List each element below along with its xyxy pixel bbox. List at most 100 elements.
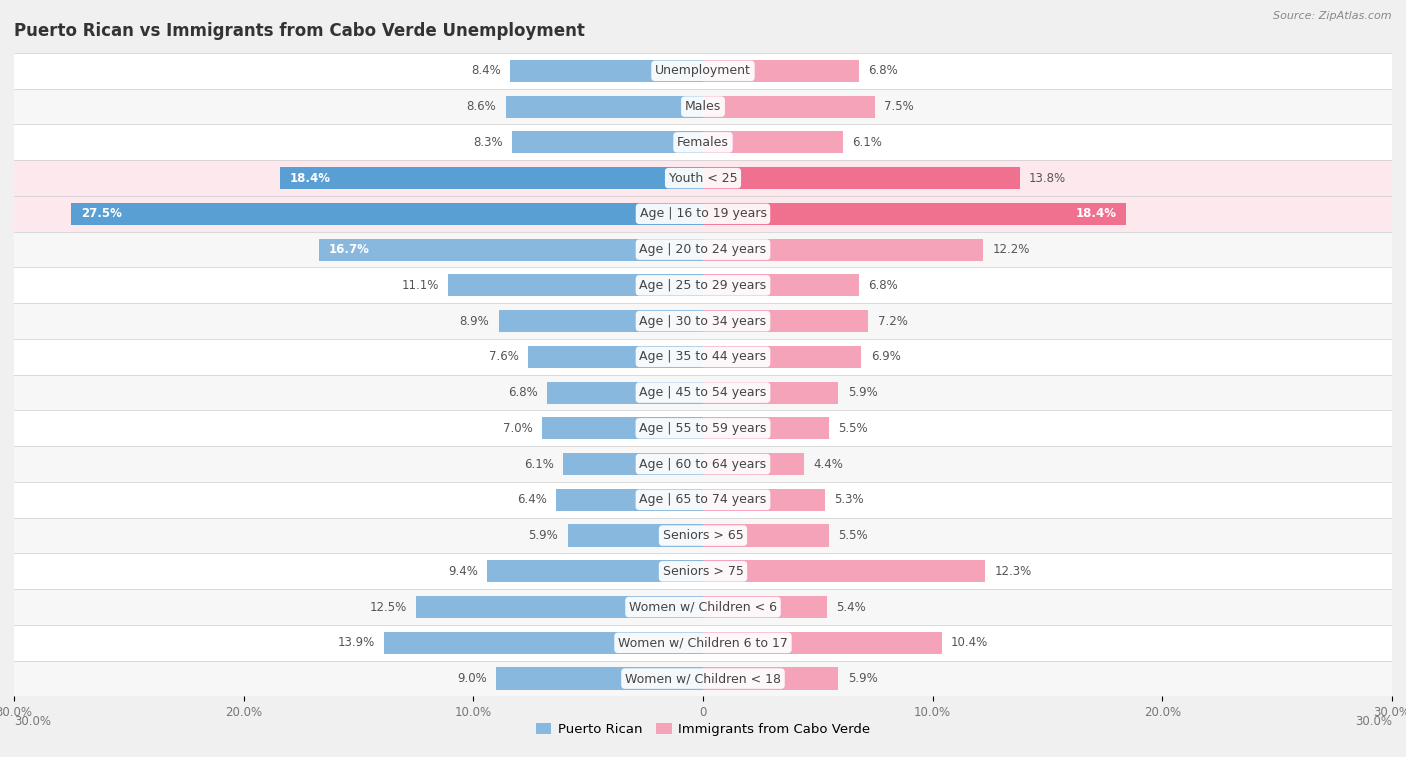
Bar (703, 95, 875, 117)
Bar (703, 60, 859, 82)
Bar (562, 453, 703, 475)
Text: Females: Females (678, 136, 728, 149)
Bar (512, 131, 703, 154)
Bar (510, 60, 703, 82)
Bar (496, 668, 703, 690)
Text: 8.4%: 8.4% (471, 64, 501, 77)
Text: 5.9%: 5.9% (848, 386, 877, 399)
Text: 10.4%: 10.4% (950, 637, 988, 650)
Bar (486, 560, 703, 582)
Text: Age | 16 to 19 years: Age | 16 to 19 years (640, 207, 766, 220)
Text: 11.1%: 11.1% (402, 279, 439, 292)
Bar (14, 375, 1392, 410)
Bar (280, 167, 703, 189)
Text: 5.5%: 5.5% (838, 422, 868, 435)
Text: 9.4%: 9.4% (449, 565, 478, 578)
Text: 12.5%: 12.5% (370, 600, 406, 614)
Bar (703, 167, 1019, 189)
Text: Age | 55 to 59 years: Age | 55 to 59 years (640, 422, 766, 435)
Text: 5.5%: 5.5% (838, 529, 868, 542)
Text: 18.4%: 18.4% (290, 172, 330, 185)
Text: 13.9%: 13.9% (337, 637, 374, 650)
Bar (14, 446, 1392, 482)
Text: 4.4%: 4.4% (813, 457, 844, 471)
Text: Age | 60 to 64 years: Age | 60 to 64 years (640, 457, 766, 471)
Text: 6.1%: 6.1% (852, 136, 882, 149)
Bar (14, 53, 1392, 89)
Bar (703, 346, 862, 368)
Bar (703, 203, 1126, 225)
Bar (416, 596, 703, 618)
Bar (14, 160, 1392, 196)
Bar (14, 518, 1392, 553)
Text: 8.3%: 8.3% (474, 136, 503, 149)
Bar (14, 410, 1392, 446)
Bar (14, 589, 1392, 625)
Text: 12.3%: 12.3% (994, 565, 1032, 578)
Text: Age | 35 to 44 years: Age | 35 to 44 years (640, 350, 766, 363)
Text: 7.0%: 7.0% (503, 422, 533, 435)
Text: 7.6%: 7.6% (489, 350, 519, 363)
Text: Age | 30 to 34 years: Age | 30 to 34 years (640, 315, 766, 328)
Text: Seniors > 75: Seniors > 75 (662, 565, 744, 578)
Bar (449, 274, 703, 297)
Text: 30.0%: 30.0% (1355, 715, 1392, 728)
Text: 6.1%: 6.1% (524, 457, 554, 471)
Text: 8.9%: 8.9% (460, 315, 489, 328)
Text: 6.8%: 6.8% (508, 386, 537, 399)
Text: Males: Males (685, 100, 721, 113)
Text: Age | 25 to 29 years: Age | 25 to 29 years (640, 279, 766, 292)
Text: Age | 45 to 54 years: Age | 45 to 54 years (640, 386, 766, 399)
Bar (703, 560, 986, 582)
Text: 7.5%: 7.5% (884, 100, 914, 113)
Text: 16.7%: 16.7% (329, 243, 370, 256)
Text: 27.5%: 27.5% (80, 207, 121, 220)
Bar (499, 310, 703, 332)
Text: 5.9%: 5.9% (848, 672, 877, 685)
Text: 5.3%: 5.3% (834, 494, 863, 506)
Text: 6.8%: 6.8% (869, 279, 898, 292)
Bar (703, 382, 838, 403)
Text: Youth < 25: Youth < 25 (669, 172, 737, 185)
Bar (14, 89, 1392, 124)
Bar (703, 238, 983, 260)
Bar (14, 625, 1392, 661)
Text: 12.2%: 12.2% (993, 243, 1029, 256)
Text: 7.2%: 7.2% (877, 315, 907, 328)
Text: Source: ZipAtlas.com: Source: ZipAtlas.com (1274, 11, 1392, 21)
Bar (529, 346, 703, 368)
Bar (14, 196, 1392, 232)
Bar (14, 661, 1392, 696)
Bar (703, 489, 825, 511)
Bar (703, 131, 844, 154)
Text: 13.8%: 13.8% (1029, 172, 1066, 185)
Bar (547, 382, 703, 403)
Bar (72, 203, 703, 225)
Bar (568, 525, 703, 547)
Bar (543, 417, 703, 439)
Text: 6.8%: 6.8% (869, 64, 898, 77)
Legend: Puerto Rican, Immigrants from Cabo Verde: Puerto Rican, Immigrants from Cabo Verde (530, 718, 876, 741)
Text: Puerto Rican vs Immigrants from Cabo Verde Unemployment: Puerto Rican vs Immigrants from Cabo Ver… (14, 22, 585, 40)
Text: 6.4%: 6.4% (517, 494, 547, 506)
Text: 8.6%: 8.6% (467, 100, 496, 113)
Text: 6.9%: 6.9% (870, 350, 900, 363)
Bar (703, 668, 838, 690)
Bar (555, 489, 703, 511)
Bar (703, 310, 869, 332)
Text: Age | 20 to 24 years: Age | 20 to 24 years (640, 243, 766, 256)
Text: 18.4%: 18.4% (1076, 207, 1116, 220)
Text: Seniors > 65: Seniors > 65 (662, 529, 744, 542)
Bar (14, 124, 1392, 160)
Bar (703, 596, 827, 618)
Text: Women w/ Children 6 to 17: Women w/ Children 6 to 17 (619, 637, 787, 650)
Bar (703, 417, 830, 439)
Bar (703, 632, 942, 654)
Text: 30.0%: 30.0% (14, 715, 51, 728)
Text: 5.9%: 5.9% (529, 529, 558, 542)
Bar (14, 553, 1392, 589)
Bar (506, 95, 703, 117)
Text: Women w/ Children < 6: Women w/ Children < 6 (628, 600, 778, 614)
Text: Unemployment: Unemployment (655, 64, 751, 77)
Bar (384, 632, 703, 654)
